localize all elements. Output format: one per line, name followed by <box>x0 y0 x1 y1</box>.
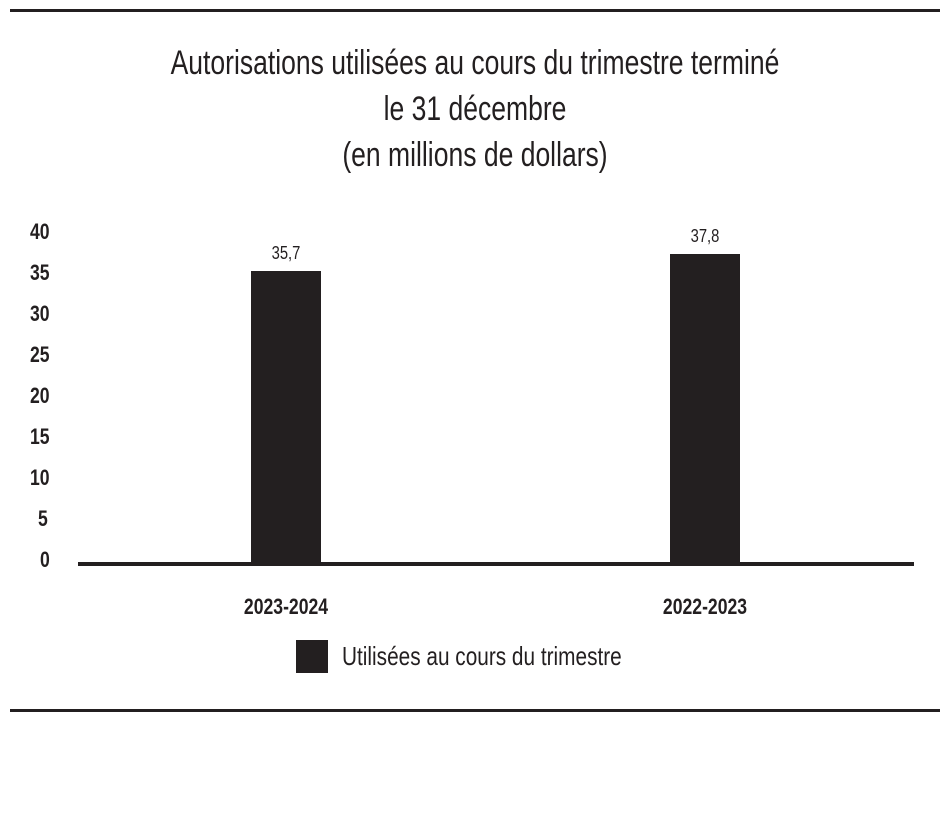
value-label: 35,7 <box>271 243 301 263</box>
value-label: 37,8 <box>690 226 720 246</box>
top-rule <box>10 9 940 12</box>
y-tick: 10 <box>30 465 50 490</box>
x-tick-label: 2023-2024 <box>243 594 329 619</box>
chart-title: Autorisations utilisées au cours du trim… <box>105 40 846 178</box>
x-axis-line <box>78 562 914 566</box>
title-line-2: le 31 décembre <box>383 90 567 128</box>
bar-2023-2024 <box>251 271 321 564</box>
y-tick: 20 <box>30 383 50 408</box>
y-tick: 15 <box>30 424 50 449</box>
y-tick: 0 <box>40 547 50 572</box>
y-tick: 30 <box>30 301 50 326</box>
y-tick: 35 <box>30 260 50 285</box>
legend-label: Utilisées au cours du trimestre <box>342 641 622 671</box>
bottom-rule <box>10 709 940 712</box>
y-tick: 5 <box>38 506 48 531</box>
legend: Utilisées au cours du trimestre <box>296 640 692 673</box>
y-tick: 40 <box>30 219 50 244</box>
title-line-1: Autorisations utilisées au cours du trim… <box>170 44 780 82</box>
bar-2022-2023 <box>670 254 740 564</box>
legend-swatch <box>296 640 328 673</box>
y-tick: 25 <box>30 342 50 367</box>
x-tick-label: 2022-2023 <box>662 594 748 619</box>
title-line-3: (en millions de dollars) <box>342 136 608 174</box>
